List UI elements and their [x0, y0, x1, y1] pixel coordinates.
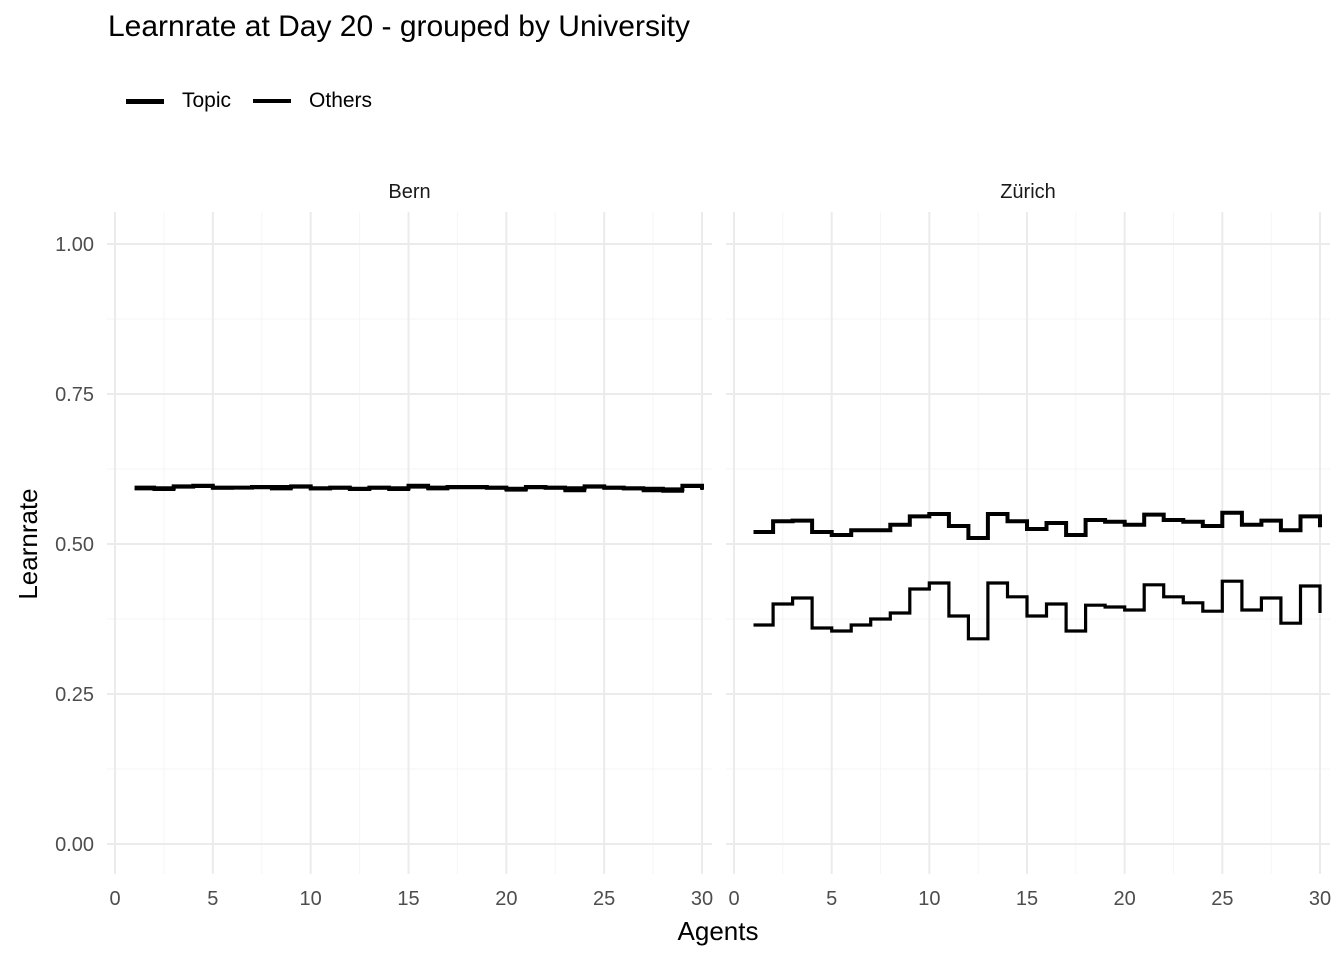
panel-strip-label: Zürich [1000, 181, 1056, 203]
legend-key-topic [126, 98, 164, 104]
y-tick-label: 0.00 [55, 834, 94, 856]
x-tick-label: 5 [207, 888, 218, 910]
series-line-others [753, 579, 1322, 641]
series-line-others [134, 484, 704, 493]
x-tick-label: 25 [1211, 888, 1233, 910]
x-axis-title: Agents [678, 916, 759, 946]
x-tick-label: 15 [1016, 888, 1038, 910]
x-tick-label: 5 [826, 888, 837, 910]
y-tick-label: 0.75 [55, 384, 94, 406]
x-tick-label: 20 [495, 888, 517, 910]
legend: Topic Others [126, 88, 394, 114]
y-tick-label: 1.00 [55, 234, 94, 256]
y-tick-label: 0.25 [55, 684, 94, 706]
series-line-topic [753, 510, 1322, 540]
legend-item-others: Others [253, 89, 372, 113]
x-tick-label: 10 [918, 888, 940, 910]
legend-label-topic: Topic [182, 89, 232, 112]
panel-1: Zürich 0 5 10 15 20 25 30 [726, 181, 1331, 910]
x-tick-label: 30 [1309, 888, 1331, 910]
y-tick-label: 0.50 [55, 534, 94, 556]
x-tick-label: 30 [691, 888, 713, 910]
x-tick-label: 0 [728, 888, 739, 910]
legend-label-others: Others [309, 89, 373, 112]
y-axis-title: Learnrate [13, 488, 43, 599]
x-tick-label: 10 [300, 888, 322, 910]
x-tick-label: 15 [397, 888, 419, 910]
panel-strip-label: Bern [388, 181, 430, 203]
x-tick-label: 0 [109, 888, 120, 910]
legend-item-topic: Topic [126, 89, 231, 113]
panel-0: Bern 0 5 10 15 20 25 30 0.00 0.25 0.50 0.75 1.00 [55, 181, 713, 910]
x-tick-label: 25 [593, 888, 615, 910]
legend-key-others [253, 99, 292, 103]
x-tick-label: 20 [1114, 888, 1136, 910]
chart-title: Learnrate at Day 20 - grouped by Univers… [108, 10, 690, 43]
